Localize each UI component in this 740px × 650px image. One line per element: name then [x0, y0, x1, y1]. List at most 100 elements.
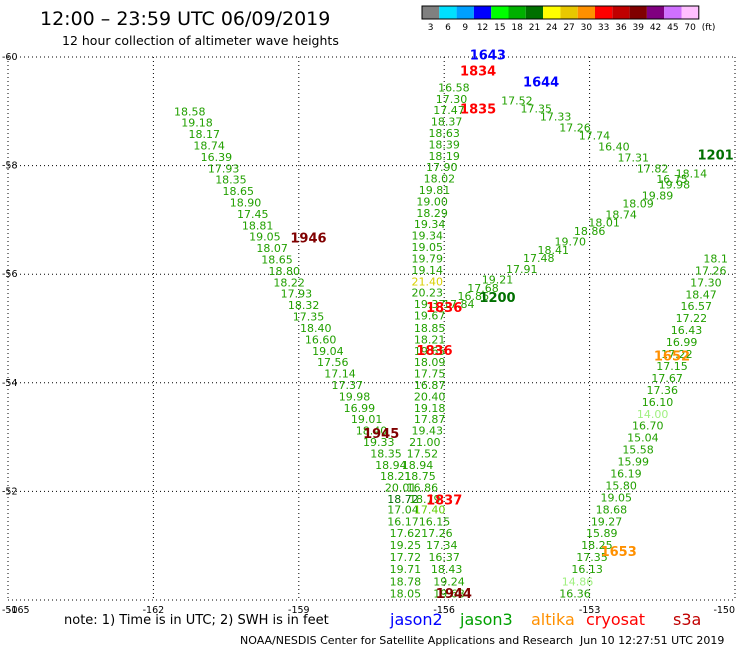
wave-height-label: 21.40	[411, 275, 443, 288]
track-altika-descending: 16.3614.8616.1317.3518.2515.8919.2718.68…	[559, 252, 728, 600]
wave-height-label: 18.21	[380, 470, 412, 483]
grid-lines	[7, 56, 736, 601]
color-scale-legend: 3 6 9 12 15 18 21 24 27 30 33 36 39 42 45 70 (ft)	[421, 5, 716, 33]
wave-height-label: 19.98	[659, 179, 691, 192]
wave-height-label: 17.26	[695, 264, 727, 277]
mission-s3a: s3a	[673, 610, 701, 629]
wave-height-label: 16.13	[571, 563, 603, 576]
wave-height-label: 16.15	[419, 515, 451, 528]
wave-height-label: 17.68	[467, 282, 499, 295]
wave-height-label: 17.84	[443, 298, 475, 311]
wave-height-label: 16.43	[671, 324, 703, 337]
wave-height-label: 16.99	[344, 402, 376, 415]
wave-height-label: 17.56	[317, 356, 349, 369]
scale-swatch	[681, 6, 699, 19]
wave-height-label: 18.25	[581, 539, 613, 552]
wave-height-label: 21.00	[409, 436, 441, 449]
wave-height-label: 17.87	[414, 413, 446, 426]
wave-height-label: 17.52	[501, 94, 533, 107]
wave-height-label: 18.37	[431, 116, 463, 129]
wave-height-label: 18.78	[390, 576, 422, 589]
y-tick-label: -56	[2, 269, 18, 280]
wave-height-label: 19.04	[312, 345, 344, 358]
wave-height-label: 18.86	[574, 225, 606, 238]
wave-height-label: 17.91	[506, 263, 538, 276]
y-tick-label: -54	[2, 378, 18, 389]
wave-height-label: 16.60	[305, 333, 337, 346]
x-tick-label: -159	[288, 605, 310, 616]
time-label: 1643	[470, 48, 506, 63]
wave-height-label: 16.99	[666, 336, 698, 349]
scale-swatch	[456, 6, 474, 19]
wave-height-label: 19.05	[601, 491, 633, 504]
wave-height-label: 19.34	[411, 230, 443, 243]
scale-label: 42	[650, 23, 661, 33]
wave-height-label: 17.14	[324, 368, 356, 381]
wave-height-label: 19.18	[181, 117, 213, 130]
wave-height-label: 19.79	[411, 252, 443, 265]
wave-height-label: 17.82	[637, 162, 669, 175]
wave-height-label: 19.34	[414, 218, 446, 231]
footer-timestamp: Jun 10 12:27:51 UTC 2019	[579, 634, 724, 647]
scale-label: 70	[684, 23, 696, 33]
wave-height-label: 17.45	[237, 208, 269, 221]
footer-credit: NOAA/NESDIS Center for Satellite Applica…	[240, 634, 573, 647]
wave-height-label: 18.19	[428, 150, 460, 163]
wave-height-label: 18.05	[390, 587, 422, 600]
wave-height-label: 15.89	[586, 527, 618, 540]
x-tick-label: -153	[579, 605, 601, 616]
wave-height-label: 16.19	[610, 467, 642, 480]
wave-height-label: 18.02	[424, 173, 456, 186]
scale-swatch	[560, 6, 578, 19]
scale-swatch	[646, 6, 665, 19]
scale-label: 24	[546, 23, 558, 33]
wave-height-label: 16.87	[414, 379, 446, 392]
track-jason3-descending-west: 18.0518.7819.7117.7219.2517.6216.1717.04…	[174, 105, 421, 600]
x-tick-label: -156	[433, 605, 455, 616]
x-tick-label: -150	[713, 605, 735, 616]
wave-height-label: 19.71	[390, 563, 422, 576]
wave-height-label: 17.31	[617, 151, 649, 164]
wave-height-label: 18.43	[431, 563, 463, 576]
wave-height-label: 18.79	[409, 493, 441, 506]
wave-height-label: 18.40	[356, 425, 388, 438]
wave-height-label: 20.40	[414, 390, 446, 403]
wave-height-label: 19.33	[363, 436, 395, 449]
mission-jason3: jason3	[459, 610, 513, 629]
scale-swatch	[525, 6, 544, 19]
wave-height-label: 17.93	[208, 162, 240, 175]
scale-unit: (ft)	[702, 23, 716, 33]
x-tick-label: -165	[8, 605, 30, 616]
scale-label: 27	[563, 23, 574, 33]
scale-swatch	[473, 6, 492, 19]
mission-jason2: jason2	[389, 610, 443, 629]
time-label: 1836	[416, 344, 452, 359]
wave-height-label: 17.33	[540, 111, 572, 124]
wave-height-label: 18.1	[703, 252, 728, 265]
mission-legend: jason2 jason3 altika cryosat s3a	[389, 610, 701, 629]
scale-swatch	[422, 6, 440, 19]
wave-height-label: 17.48	[523, 252, 555, 265]
time-label: 1834	[460, 65, 496, 80]
time-label: 1653	[601, 545, 637, 560]
wave-height-label: 19.68	[433, 587, 465, 600]
wave-height-label: 18.63	[428, 127, 460, 140]
scale-label: 9	[462, 23, 468, 33]
time-label: 1837	[426, 494, 462, 509]
time-label: 1835	[460, 103, 496, 118]
time-label: 1944	[436, 587, 472, 602]
wave-height-label: 20.23	[411, 287, 443, 300]
scale-swatch	[595, 6, 613, 19]
wave-height-label: 14.00	[637, 408, 669, 421]
wave-height-label: 15.99	[617, 456, 649, 469]
scale-swatch	[543, 6, 561, 19]
time-label: 1945	[363, 427, 399, 442]
wave-height-label: 19.25	[390, 539, 422, 552]
scale-swatch	[612, 6, 630, 19]
wave-height-label: 19.00	[416, 195, 448, 208]
wave-height-label: 17.35	[576, 551, 608, 564]
wave-height-label: 18.81	[242, 219, 274, 232]
wave-height-label: 18.58	[174, 105, 206, 118]
wave-height-label: 17.40	[414, 503, 446, 516]
